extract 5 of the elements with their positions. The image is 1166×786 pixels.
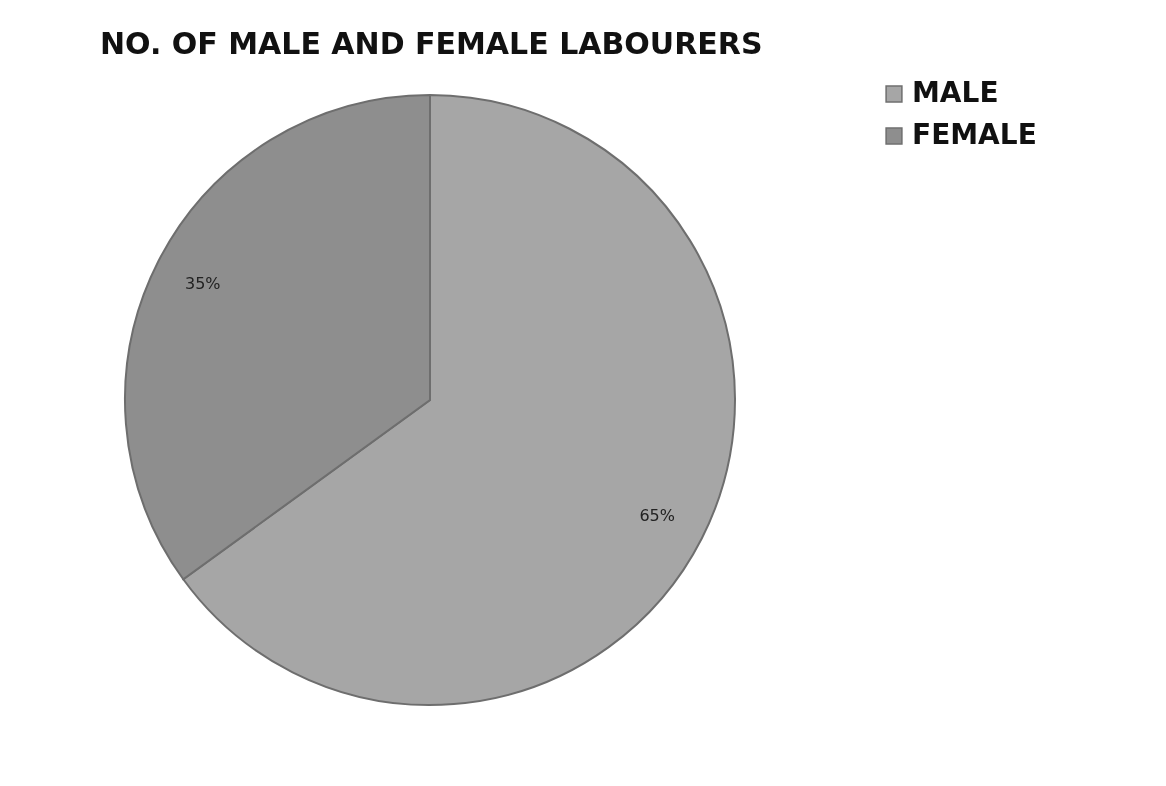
legend-label: MALE	[912, 76, 999, 109]
data-label: 65%	[639, 505, 675, 525]
data-label: 35%	[185, 274, 221, 294]
legend-label: FEMALE	[912, 118, 1037, 151]
chart-title: NO. OF MALE AND FEMALE LABOURERS	[100, 26, 763, 61]
